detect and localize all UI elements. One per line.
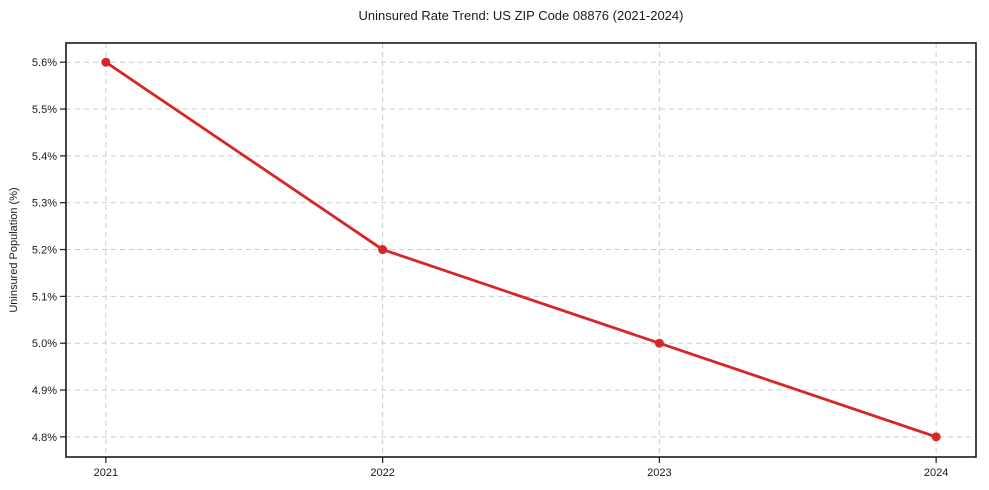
y-tick-label: 5.3% [32,198,57,210]
y-tick-label: 5.4% [32,151,57,163]
y-tick-label: 5.0% [32,338,57,350]
y-tick-label: 5.2% [32,245,57,257]
plot-border [65,42,977,458]
y-tick-label: 5.5% [32,104,57,116]
data-point-marker [378,245,388,255]
x-tick-label: 2024 [924,467,948,479]
x-tick-label: 2021 [94,467,118,479]
x-tick-label: 2023 [647,467,671,479]
data-point-marker [654,338,664,348]
y-tick-label: 4.8% [32,432,57,444]
trend-line [104,60,938,439]
y-tick-label: 5.6% [32,57,57,69]
y-tick-label: 5.1% [32,291,57,303]
data-point-marker [101,57,111,67]
x-tick-label: 2022 [370,467,394,479]
chart-title: Uninsured Rate Trend: US ZIP Code 08876 … [358,8,684,23]
y-tick-label: 4.9% [32,385,57,397]
data-point-marker [931,432,941,442]
